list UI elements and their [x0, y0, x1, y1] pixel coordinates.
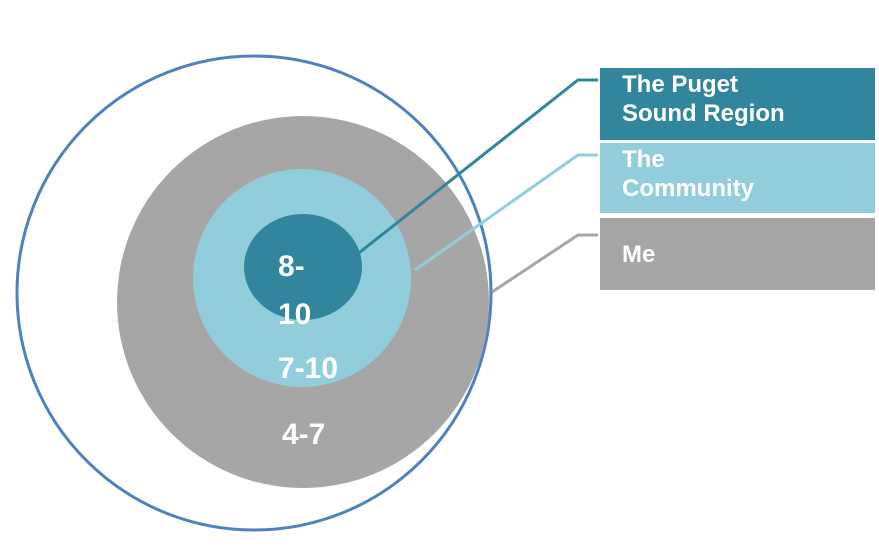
legend-box: The Puget Sound Region: [600, 68, 875, 140]
legend-text: Sound Region: [622, 100, 785, 127]
legend-text: The Puget: [622, 71, 739, 98]
legend-box: Me: [600, 218, 875, 290]
legend-text: Community: [622, 175, 754, 202]
ring-label: 4-7: [282, 418, 325, 451]
legend-box: The Community: [600, 143, 875, 213]
ring-label: 7-10: [278, 352, 338, 385]
connector: [414, 153, 598, 272]
legend-text: Me: [622, 241, 656, 268]
ring-label: 10: [278, 298, 311, 331]
connector: [491, 233, 598, 294]
region-core: [244, 214, 362, 320]
legend-text: The: [622, 146, 665, 173]
connector: [354, 78, 598, 258]
ring-label: 8-: [278, 250, 305, 283]
